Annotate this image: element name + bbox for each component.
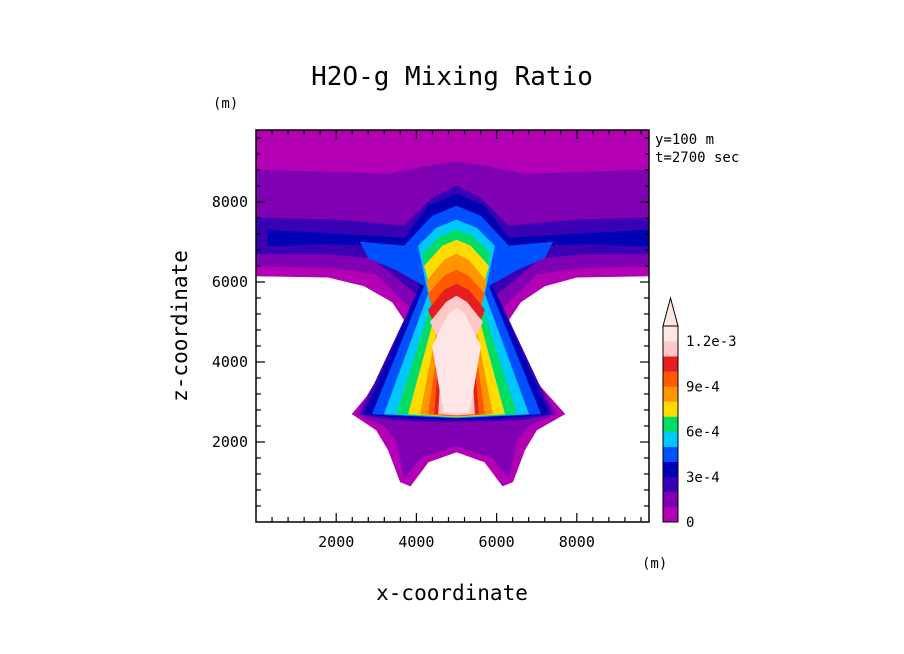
x-tick-label: 4000	[398, 533, 434, 551]
y-tick-label: 8000	[212, 193, 248, 211]
chart-title: H2O-g Mixing Ratio	[311, 62, 593, 92]
x-unit-label: (m)	[642, 556, 667, 572]
colorbar-swatch-5	[663, 431, 678, 447]
colorbar-frame	[662, 325, 679, 523]
colorbar-label: 3e-4	[686, 470, 720, 486]
colorbar-swatch-4	[663, 446, 678, 462]
colorbar-swatch-8	[663, 386, 678, 402]
x-axis-label: x-coordinate	[376, 581, 528, 605]
annotation-time: t=2700 sec	[655, 150, 739, 166]
contour-band-level-12	[432, 307, 481, 414]
colorbar-swatch-0	[663, 506, 678, 523]
plot-area: 2000 4000 6000 8000 2000 4000 6000 8000	[212, 129, 650, 551]
colorbar-swatch-1	[663, 491, 678, 508]
colorbar-label: 0	[686, 515, 694, 531]
y-unit-label: (m)	[213, 96, 238, 112]
y-tick-label: 6000	[212, 273, 248, 291]
colorbar-swatch-9	[663, 371, 678, 387]
colorbar-label: 1.2e-3	[686, 334, 737, 350]
y-axis-label: z-coordinate	[168, 250, 192, 402]
colorbar-swatch-3	[663, 461, 678, 478]
colorbar-swatch-2	[663, 476, 678, 493]
x-tick-label: 6000	[479, 533, 515, 551]
colorbar-swatch-6	[663, 416, 678, 432]
colorbar-overflow-arrow	[662, 296, 679, 327]
plot-frame	[255, 129, 650, 523]
annotation-y-position: y=100 m	[655, 132, 714, 148]
x-tick-label: 2000	[318, 533, 354, 551]
x-tick-label: 8000	[559, 533, 595, 551]
colorbar: 0 3e-4 6e-4 9e-4 1.2e-3	[662, 296, 737, 531]
colorbar-label: 6e-4	[686, 425, 720, 441]
colorbar-swatch-7	[663, 401, 678, 417]
y-tick-label: 4000	[212, 353, 248, 371]
colorbar-swatch-11	[663, 341, 678, 357]
colorbar-swatch-12	[663, 326, 678, 342]
colorbar-label: 9e-4	[686, 379, 720, 395]
colorbar-swatch-10	[663, 356, 678, 372]
y-tick-label: 2000	[212, 433, 248, 451]
